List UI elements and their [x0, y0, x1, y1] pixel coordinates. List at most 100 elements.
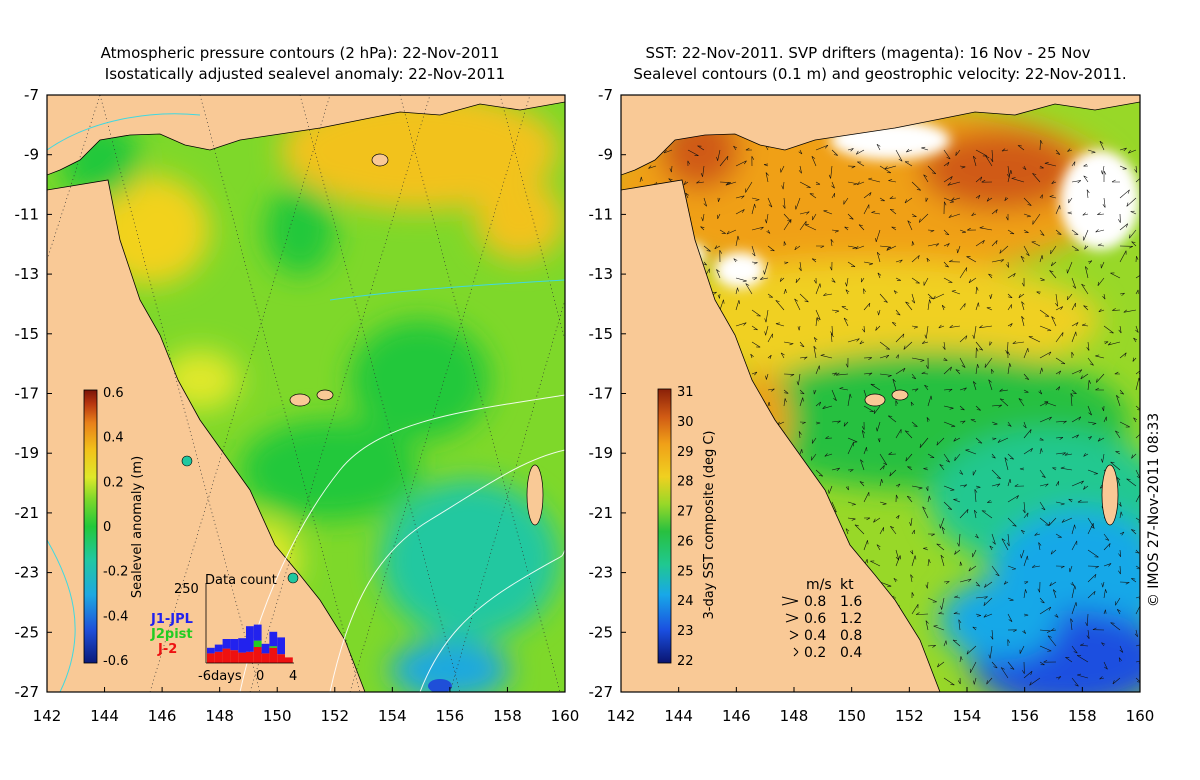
velocity-arrow [1039, 165, 1044, 169]
velocity-arrow [1055, 565, 1065, 569]
velocity-arrow [702, 261, 707, 266]
right-x-tick-label: 142 [607, 707, 636, 725]
velocity-arrow [1095, 387, 1105, 391]
velocity-arrow [909, 517, 913, 527]
velocity-arrow [1028, 336, 1041, 343]
velocity-arrow [875, 229, 881, 243]
velocity-arrow [735, 195, 745, 199]
velocity-arrow [1087, 357, 1094, 366]
inset-bar-green [253, 640, 262, 647]
velocity-arrow [943, 161, 950, 167]
inset-bar-blue [214, 644, 223, 652]
velocity-arrow [1127, 149, 1137, 154]
velocity-legend-ms: 0.8 [804, 594, 826, 610]
velocity-arrow [1034, 532, 1041, 536]
velocity-arrow [1023, 581, 1029, 585]
velocity-arrow [1044, 400, 1057, 407]
velocity-arrow [1044, 162, 1057, 167]
velocity-arrow [1050, 261, 1057, 267]
velocity-arrow [943, 453, 950, 463]
velocity-arrow [921, 371, 929, 375]
velocity-arrow [847, 442, 854, 455]
velocity-arrow [1119, 389, 1125, 395]
velocity-arrow [979, 325, 993, 329]
velocity-arrow [923, 547, 929, 551]
velocity-arrow [843, 421, 849, 427]
velocity-arrow [798, 261, 802, 272]
velocity-arrow [991, 259, 1004, 263]
velocity-arrow [925, 581, 929, 589]
velocity-arrow [751, 341, 761, 348]
velocity-arrow [943, 581, 950, 584]
velocity-arrow [1119, 511, 1123, 519]
velocity-arrow [1101, 642, 1106, 647]
velocity-arrow [1023, 347, 1029, 359]
copyright-text: © IMOS 27-Nov-2011 08:33 [1146, 413, 1162, 607]
velocity-arrow [1007, 421, 1012, 427]
velocity-arrow [936, 543, 945, 551]
velocity-arrow [877, 437, 881, 443]
velocity-arrow [925, 485, 929, 492]
velocity-arrow [933, 625, 945, 631]
velocity-arrow [1007, 304, 1012, 311]
velocity-arrow [733, 258, 738, 263]
sst-colorbar-tick: 25 [677, 564, 694, 579]
velocity-arrow [799, 211, 810, 215]
velocity-arrow [735, 160, 747, 167]
velocity-arrow [985, 155, 993, 167]
velocity-arrow [938, 611, 945, 615]
velocity-arrow [986, 677, 993, 685]
velocity-arrow [1055, 332, 1064, 343]
velocity-arrow [971, 212, 977, 217]
velocity-arrow [1006, 261, 1010, 268]
left-x-tick-label: 142 [33, 707, 62, 725]
velocity-arrow [783, 213, 792, 222]
velocity-arrow [986, 307, 993, 311]
velocity-arrow [845, 485, 849, 491]
right-y-axis: -7 -9 -11 -13 -15 -17 -19 -21 -23 -25 -27 [589, 86, 626, 701]
inset-bar-blue [277, 637, 285, 655]
velocity-arrow [763, 163, 769, 167]
velocity-arrow [783, 261, 789, 265]
velocity-arrow [861, 421, 865, 430]
inset-bar-blue [230, 639, 239, 651]
velocity-arrow [1061, 517, 1073, 523]
velocity-arrow [1119, 352, 1127, 359]
velocity-arrow [959, 303, 966, 311]
velocity-arrow [959, 509, 969, 519]
velocity-arrow [775, 300, 785, 311]
velocity-arrow [847, 338, 860, 343]
velocity-arrow [669, 165, 673, 173]
velocity-arrow [936, 437, 945, 446]
velocity-arrow [975, 347, 979, 359]
velocity-legend-ms: 0.6 [804, 611, 826, 627]
sst-colorbar-tick: 23 [677, 624, 694, 639]
velocity-arrow [888, 179, 897, 183]
velocity-arrow [1132, 357, 1137, 362]
velocity-arrow [943, 357, 948, 361]
velocity-arrow [1068, 498, 1073, 503]
velocity-arrow [733, 145, 738, 151]
velocity-arrow [766, 229, 771, 234]
velocity-arrow [1116, 609, 1121, 615]
velocity-arrow [895, 494, 899, 503]
velocity-arrow [895, 149, 903, 162]
velocity-arrow [879, 581, 892, 588]
velocity-arrow [1077, 499, 1089, 503]
velocity-arrow [1020, 529, 1025, 535]
velocity-arrow [999, 398, 1009, 407]
velocity-arrow [925, 357, 929, 369]
velocity-arrow [845, 277, 849, 287]
velocity-arrow [911, 277, 920, 284]
velocity-arrow [862, 325, 865, 333]
velocity-arrow [815, 181, 821, 185]
velocity-arrow [919, 437, 929, 448]
velocity-arrow [975, 149, 987, 157]
velocity-arrow [1103, 661, 1108, 670]
velocity-arrow [687, 149, 699, 156]
velocity-arrow [879, 341, 891, 350]
sst-colorbar-label: 3-day SST composite (deg C) [702, 430, 717, 619]
velocity-arrow [879, 293, 888, 303]
velocity-arrow [1099, 140, 1105, 151]
velocity-arrow [831, 229, 839, 233]
